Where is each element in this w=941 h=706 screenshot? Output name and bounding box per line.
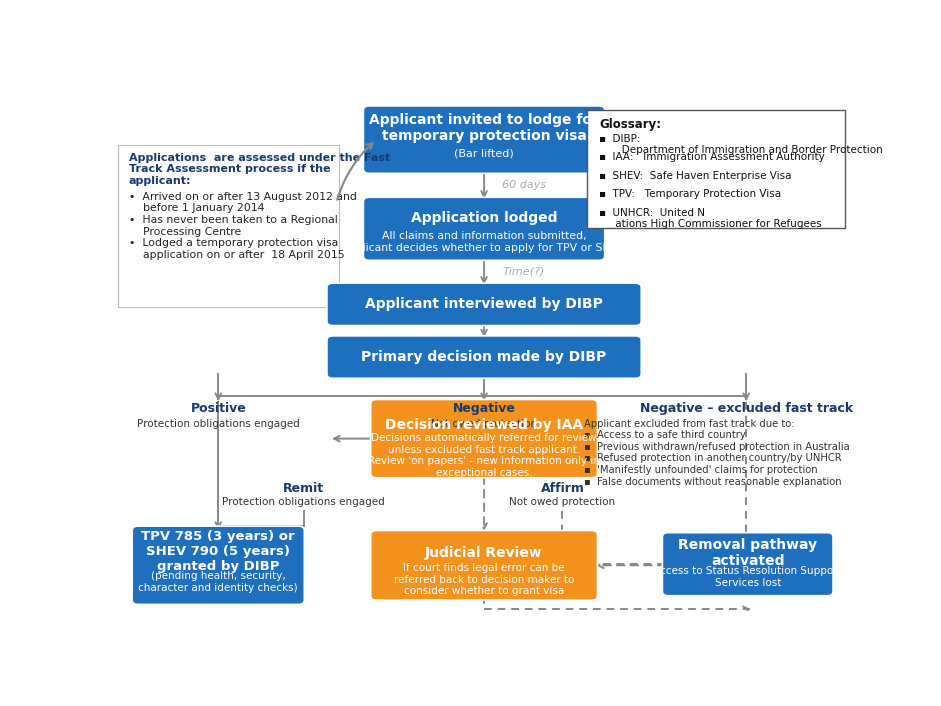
Text: Judicial Review: Judicial Review [425, 546, 543, 560]
FancyBboxPatch shape [662, 532, 833, 596]
FancyBboxPatch shape [371, 530, 598, 600]
Text: Glossary:: Glossary: [598, 119, 662, 131]
Text: If court finds legal error can be
referred back to decision maker to
consider wh: If court finds legal error can be referr… [394, 563, 574, 597]
Text: Removal pathway
activated: Removal pathway activated [678, 538, 818, 568]
FancyBboxPatch shape [327, 336, 641, 378]
Text: Remit: Remit [283, 481, 324, 495]
Text: Not owed protection: Not owed protection [431, 419, 537, 429]
Text: Negative: Negative [453, 402, 516, 415]
FancyBboxPatch shape [132, 526, 304, 604]
Text: (pending health, security,
character and identity checks): (pending health, security, character and… [138, 571, 298, 593]
FancyBboxPatch shape [363, 197, 605, 261]
Text: Primary decision made by DIBP: Primary decision made by DIBP [361, 350, 607, 364]
Text: Applicant excluded from fast track due to:
▪  Access to a safe third country
▪  : Applicant excluded from fast track due t… [584, 419, 850, 486]
Text: Affirm: Affirm [540, 481, 584, 495]
FancyBboxPatch shape [587, 109, 845, 228]
Text: •  Arrived on or after 13 August 2012 and
    before 1 January 2014
•  Has never: • Arrived on or after 13 August 2012 and… [129, 192, 357, 260]
Text: Application lodged: Application lodged [411, 211, 557, 225]
Text: ▪  TPV:   Temporary Protection Visa: ▪ TPV: Temporary Protection Visa [598, 189, 781, 199]
Text: Not owed protection: Not owed protection [509, 497, 615, 507]
FancyBboxPatch shape [363, 106, 605, 174]
Text: ▪  UNHCR:  United N
     ations High Commissioner for Refugees: ▪ UNHCR: United N ations High Commission… [598, 208, 821, 229]
FancyBboxPatch shape [327, 283, 641, 325]
Text: ▪  SHEV:  Safe Haven Enterprise Visa: ▪ SHEV: Safe Haven Enterprise Visa [598, 171, 791, 181]
Text: Access to Status Resolution Support
Services lost: Access to Status Resolution Support Serv… [653, 566, 842, 588]
Text: Decision reviewed by IAA: Decision reviewed by IAA [385, 418, 583, 431]
Text: (Bar lifted): (Bar lifted) [455, 149, 514, 159]
Text: TPV 785 (3 years) or
SHEV 790 (5 years)
granted by DIBP: TPV 785 (3 years) or SHEV 790 (5 years) … [141, 530, 295, 573]
Text: Applicant interviewed by DIBP: Applicant interviewed by DIBP [365, 297, 603, 311]
Text: All claims and information submitted,
applicant decides whether to apply for TPV: All claims and information submitted, ap… [342, 231, 627, 253]
Text: Decisions automatically referred for review
unless excluded fast track applicant: Decisions automatically referred for rev… [368, 433, 600, 478]
Text: ▪  DIBP:
       Department of Immigration and Border Protection: ▪ DIBP: Department of Immigration and Bo… [598, 133, 883, 155]
Text: ▪  IAA:   Immigration Assessment Authority: ▪ IAA: Immigration Assessment Authority [598, 152, 824, 162]
FancyBboxPatch shape [119, 145, 340, 307]
Text: 60 days: 60 days [502, 180, 547, 191]
Text: Protection obligations engaged: Protection obligations engaged [222, 497, 385, 507]
Text: Positive: Positive [190, 402, 247, 415]
FancyBboxPatch shape [371, 400, 598, 478]
Text: Negative – excluded fast track: Negative – excluded fast track [640, 402, 853, 415]
Text: Applications  are assessed under the Fast
Track Assessment process if the
applic: Applications are assessed under the Fast… [129, 152, 390, 186]
Text: Protection obligations engaged: Protection obligations engaged [136, 419, 299, 429]
Text: Applicant invited to lodge for
temporary protection visa: Applicant invited to lodge for temporary… [369, 113, 599, 143]
Text: Time(?): Time(?) [502, 266, 545, 276]
